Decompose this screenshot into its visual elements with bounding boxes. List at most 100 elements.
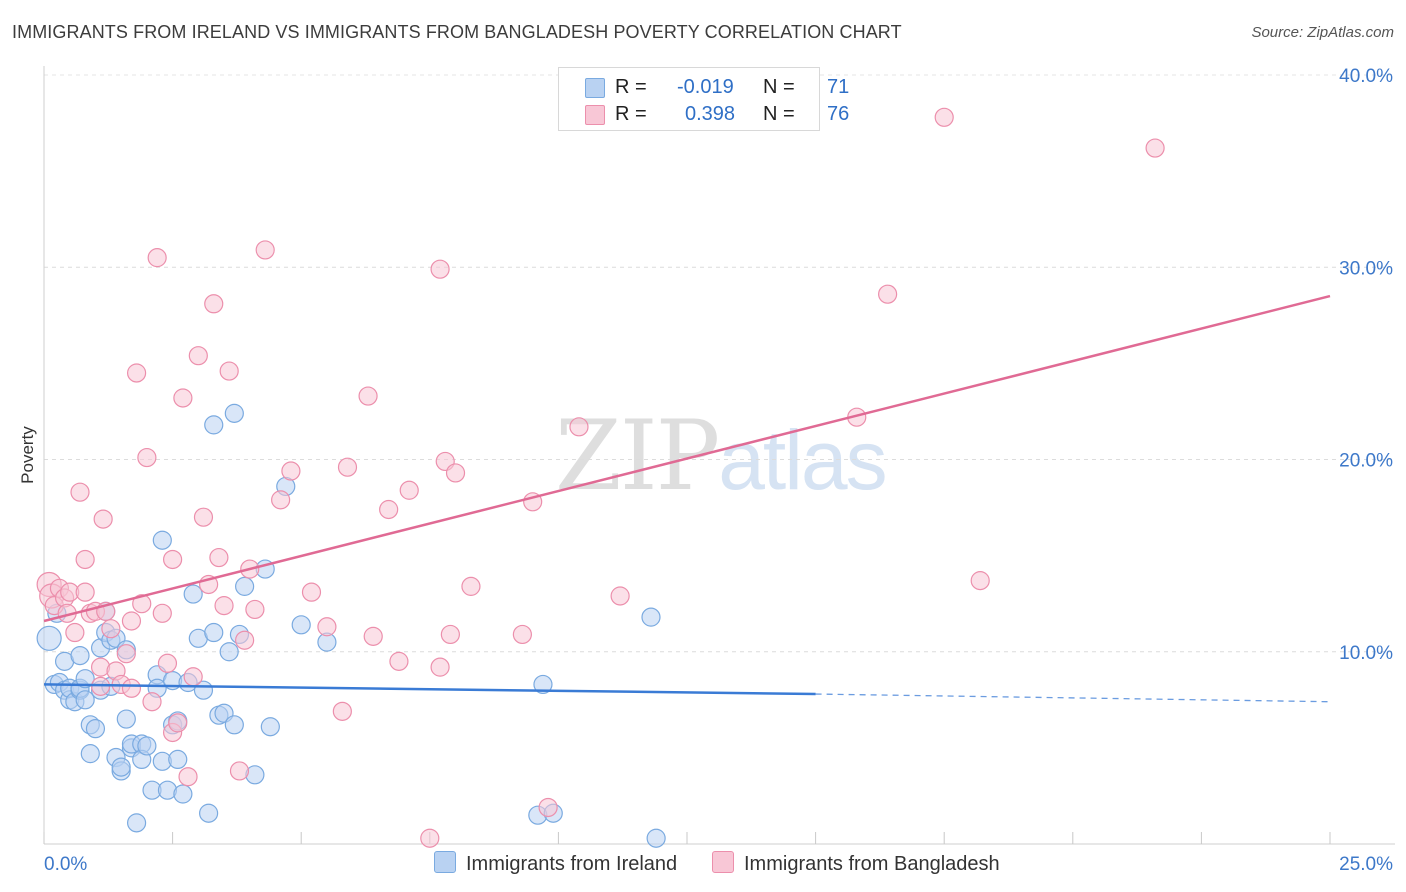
trend-line — [43, 683, 816, 696]
data-point — [219, 642, 239, 662]
data-point — [204, 622, 224, 643]
data-point — [152, 603, 172, 623]
data-point — [229, 761, 250, 781]
data-point — [142, 692, 162, 712]
data-point — [224, 403, 244, 423]
data-point — [101, 619, 121, 639]
data-point — [168, 749, 188, 770]
data-point — [137, 447, 157, 468]
y-tick-label: 10.0% — [1339, 643, 1393, 664]
data-point — [168, 713, 188, 733]
data-point — [420, 828, 440, 848]
y-tick-label: 40.0% — [1339, 66, 1393, 87]
data-point — [235, 630, 255, 650]
data-point — [332, 701, 352, 721]
data-point — [337, 457, 358, 477]
data-point — [209, 547, 229, 568]
data-point — [173, 388, 193, 408]
data-point — [183, 584, 203, 604]
data-point — [219, 361, 239, 381]
data-point — [85, 719, 106, 739]
data-point — [116, 709, 136, 729]
legend-n-value-ireland: 71 — [827, 76, 850, 98]
trend-lines — [43, 294, 1331, 703]
y-tick-label: 20.0% — [1339, 451, 1393, 472]
data-point — [317, 617, 337, 637]
data-point — [245, 599, 265, 620]
legend-n-label: N = — [763, 103, 795, 125]
data-point — [389, 651, 409, 671]
data-point — [271, 490, 291, 510]
data-point — [75, 690, 95, 710]
trend-line-extension — [815, 693, 1331, 703]
data-point — [610, 586, 630, 606]
data-point — [641, 607, 661, 627]
legend-n-value-bangladesh: 76 — [827, 103, 850, 125]
x-tick-label: 0.0% — [44, 854, 87, 875]
chart-title: IMMIGRANTS FROM IRELAND VS IMMIGRANTS FR… — [12, 22, 902, 42]
data-point — [646, 828, 666, 848]
data-point — [36, 625, 62, 651]
data-point — [157, 653, 178, 673]
x-tick-label: 25.0% — [1339, 854, 1393, 875]
data-point — [291, 615, 311, 635]
data-point — [126, 363, 147, 383]
data-point — [445, 463, 466, 483]
data-point — [178, 767, 198, 787]
legend-r-value-bangladesh: 0.398 — [685, 103, 736, 125]
bottom-legend-label-ireland: Immigrants from Ireland — [466, 853, 678, 875]
legend-swatch-bangladesh — [585, 105, 605, 125]
data-point — [461, 576, 481, 596]
data-point — [934, 107, 954, 127]
data-point — [970, 571, 990, 591]
data-point — [301, 582, 322, 602]
correlation-legend: R = -0.019 N = 71 R = 0.398 N = 76 — [558, 67, 849, 131]
data-point — [70, 645, 90, 666]
data-point — [121, 678, 142, 698]
legend-r-label: R = — [615, 76, 647, 98]
data-point — [399, 480, 419, 500]
data-point — [80, 744, 100, 764]
data-point — [111, 757, 131, 777]
data-point — [214, 596, 234, 616]
data-point — [188, 346, 208, 366]
bottom-legend-swatch-bangladesh — [712, 851, 734, 873]
tick-labels: 10.0% 20.0% 30.0% 40.0% 0.0% 25.0% — [44, 66, 1393, 875]
data-point — [430, 657, 450, 677]
data-point — [65, 622, 85, 643]
data-point — [204, 415, 224, 435]
data-point — [430, 259, 450, 279]
data-point — [147, 248, 167, 268]
data-point — [163, 549, 183, 570]
data-point — [281, 461, 301, 481]
data-point — [569, 417, 589, 437]
data-point — [235, 576, 255, 596]
y-tick-label: 30.0% — [1339, 258, 1393, 279]
axes — [43, 66, 1395, 845]
data-point — [137, 736, 157, 756]
source-credit: Source: ZipAtlas.com — [1251, 24, 1394, 41]
bottom-legend-bangladesh: Immigrants from Bangladesh — [712, 851, 1000, 876]
data-point — [440, 624, 460, 645]
data-point — [363, 626, 383, 646]
data-point — [116, 644, 136, 664]
watermark: ZIPatlas — [555, 400, 888, 512]
legend-n-label: N = — [763, 76, 795, 98]
data-point — [379, 499, 399, 520]
legend-r-value-ireland: -0.019 — [677, 76, 734, 98]
data-point — [878, 284, 898, 304]
data-point — [183, 667, 203, 687]
data-point — [255, 240, 275, 260]
data-point — [132, 594, 152, 614]
data-point — [173, 784, 193, 804]
data-point — [193, 507, 214, 527]
data-point — [121, 611, 142, 631]
bottom-legend-swatch-ireland — [434, 851, 456, 873]
legend-r-label: R = — [615, 103, 647, 125]
data-point — [152, 530, 172, 550]
data-point — [93, 509, 113, 529]
data-points — [36, 107, 1165, 848]
data-point — [538, 797, 558, 818]
data-point — [75, 582, 95, 602]
